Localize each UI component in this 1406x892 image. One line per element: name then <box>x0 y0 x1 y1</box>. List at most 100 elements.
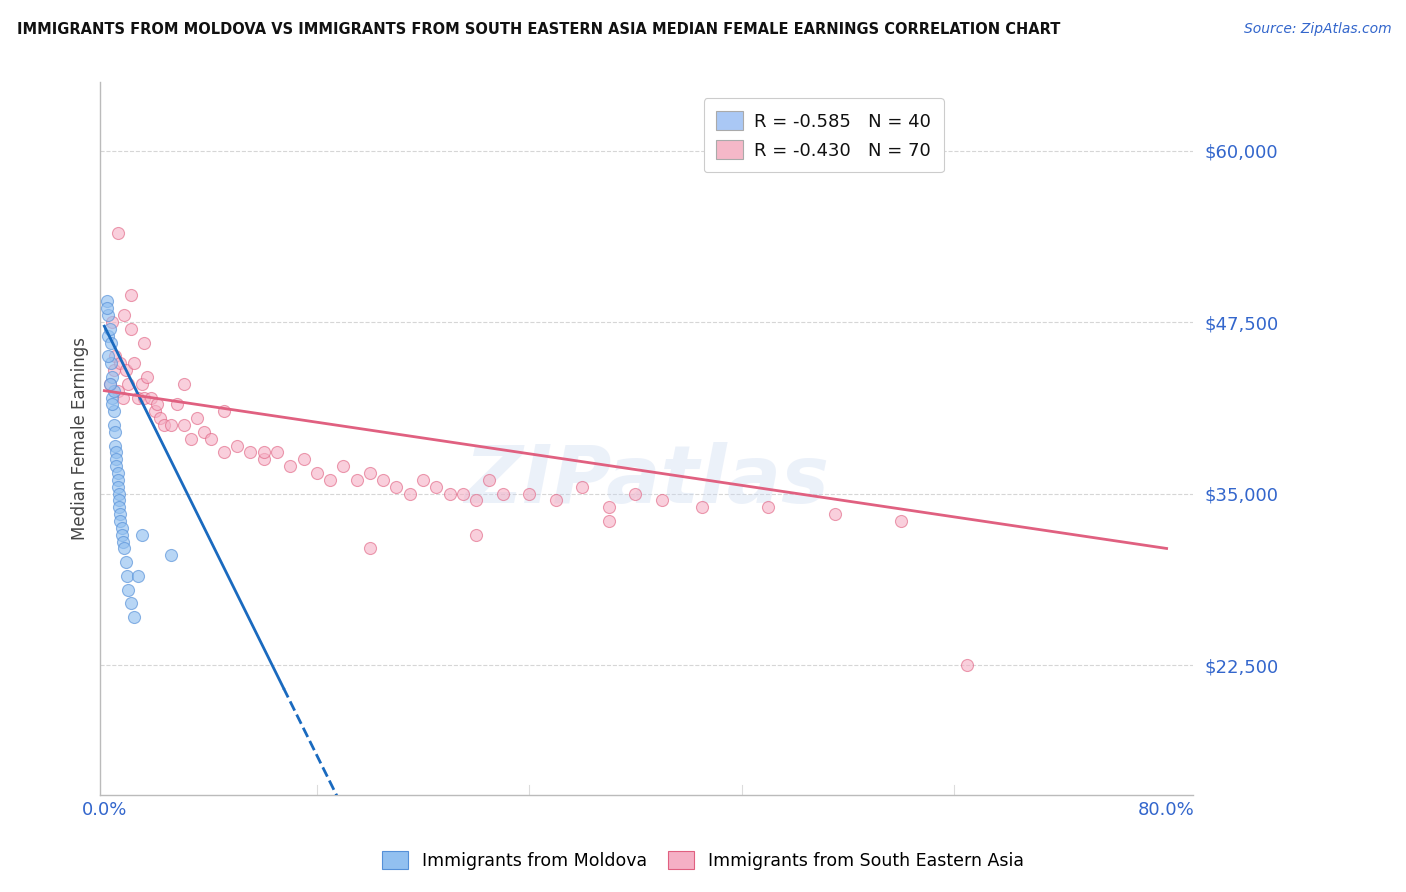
Point <box>412 473 434 487</box>
Point <box>135 370 157 384</box>
Text: ZIPatlas: ZIPatlas <box>464 442 830 521</box>
Point <box>98 376 121 391</box>
Point <box>103 363 125 377</box>
Y-axis label: Median Female Earnings: Median Female Earnings <box>72 337 89 541</box>
Point <box>131 376 153 391</box>
Point <box>212 404 235 418</box>
Point <box>598 514 620 528</box>
Point <box>107 226 129 240</box>
Point <box>134 391 156 405</box>
Point <box>107 480 129 494</box>
Point <box>624 486 647 500</box>
Point <box>110 527 132 541</box>
Point <box>103 404 125 418</box>
Point <box>266 445 288 459</box>
Point <box>690 500 713 515</box>
Point <box>159 417 181 432</box>
Point <box>134 335 156 350</box>
Point <box>373 473 395 487</box>
Point <box>97 308 120 322</box>
Point <box>173 417 195 432</box>
Point <box>278 459 301 474</box>
Point <box>127 569 149 583</box>
Point <box>571 480 593 494</box>
Point <box>105 459 128 474</box>
Point <box>212 445 235 459</box>
Point <box>890 514 912 528</box>
Point <box>186 411 208 425</box>
Point <box>98 322 121 336</box>
Point <box>319 473 342 487</box>
Point <box>111 534 134 549</box>
Point <box>117 376 139 391</box>
Point <box>146 397 169 411</box>
Point <box>107 466 129 480</box>
Point <box>110 521 132 535</box>
Point <box>114 555 136 569</box>
Point <box>359 541 381 556</box>
Point <box>193 425 215 439</box>
Point <box>112 541 135 556</box>
Point <box>651 493 673 508</box>
Point <box>100 335 122 350</box>
Point <box>478 473 501 487</box>
Point <box>439 486 461 500</box>
Point <box>115 569 138 583</box>
Point <box>107 473 129 487</box>
Text: Source: ZipAtlas.com: Source: ZipAtlas.com <box>1244 22 1392 37</box>
Point <box>517 486 540 500</box>
Point <box>465 493 488 508</box>
Point <box>96 294 118 309</box>
Point <box>824 507 846 521</box>
Point <box>110 514 132 528</box>
Point <box>108 493 131 508</box>
Point <box>173 376 195 391</box>
Point <box>110 356 132 370</box>
Point <box>101 370 124 384</box>
Point <box>239 445 262 459</box>
Point <box>120 322 142 336</box>
Point <box>226 438 249 452</box>
Point <box>398 486 420 500</box>
Point <box>111 391 134 405</box>
Point <box>153 417 176 432</box>
Point <box>956 658 979 673</box>
Point <box>465 527 488 541</box>
Text: IMMIGRANTS FROM MOLDOVA VS IMMIGRANTS FROM SOUTH EASTERN ASIA MEDIAN FEMALE EARN: IMMIGRANTS FROM MOLDOVA VS IMMIGRANTS FR… <box>17 22 1060 37</box>
Point <box>120 596 142 610</box>
Point <box>120 287 142 301</box>
Point <box>292 452 315 467</box>
Point <box>110 507 132 521</box>
Point <box>107 384 129 398</box>
Point <box>346 473 368 487</box>
Point <box>159 549 181 563</box>
Point <box>253 452 276 467</box>
Legend: R = -0.585   N = 40, R = -0.430   N = 70: R = -0.585 N = 40, R = -0.430 N = 70 <box>703 98 943 172</box>
Point <box>756 500 779 515</box>
Point <box>104 438 127 452</box>
Point <box>101 397 124 411</box>
Point <box>96 301 118 316</box>
Point <box>359 466 381 480</box>
Point <box>98 376 121 391</box>
Point <box>131 527 153 541</box>
Point <box>451 486 474 500</box>
Point <box>139 391 162 405</box>
Point <box>114 363 136 377</box>
Point <box>108 500 131 515</box>
Point <box>104 349 127 363</box>
Point <box>332 459 354 474</box>
Point <box>544 493 567 508</box>
Point <box>108 486 131 500</box>
Point <box>103 417 125 432</box>
Point <box>122 610 145 624</box>
Point <box>425 480 447 494</box>
Point <box>100 356 122 370</box>
Point <box>598 500 620 515</box>
Point <box>101 315 124 329</box>
Point <box>97 349 120 363</box>
Point <box>104 425 127 439</box>
Point <box>105 452 128 467</box>
Point <box>385 480 408 494</box>
Point <box>149 411 172 425</box>
